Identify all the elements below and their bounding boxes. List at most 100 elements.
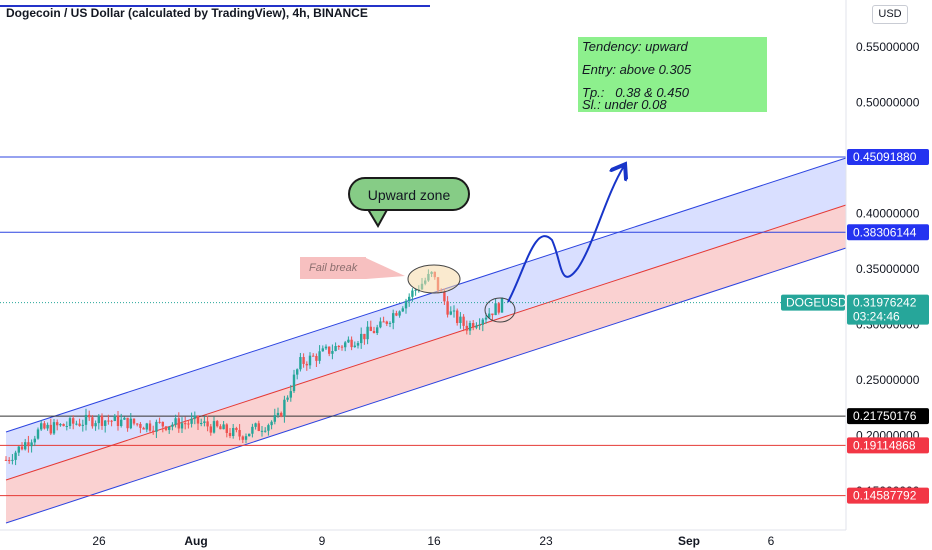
fail-break-label: Fail break [300,257,366,279]
candle-body [97,415,100,424]
chart-drawings [364,166,624,323]
candle-body [126,417,129,429]
candle-body [372,330,376,334]
candle-body [107,420,110,422]
y-tick-label: 0.50000000 [856,96,920,110]
note-entry: Entry: above 0.305 [582,62,692,77]
candle-body [203,421,206,424]
candle-body [84,414,88,425]
candle-body [81,424,84,426]
upward-zone-bubble: Upward zone [348,177,470,211]
candle-body [331,351,334,354]
candle-body [212,421,216,433]
chart-title: Dogecoin / US Dollar (calculated by Trad… [6,6,368,20]
candle-body [40,423,43,430]
y-tick-label: 0.40000000 [856,207,920,221]
candle-body [356,343,360,346]
level-badge [847,408,929,425]
candle-body [305,363,308,366]
candle-body [43,423,46,429]
candle-body [462,316,465,326]
candle-body [161,421,164,427]
candle-body [36,429,40,439]
candle-body [123,417,126,420]
candle-body [273,415,276,422]
candle-body [254,423,257,427]
candle-body [315,356,318,361]
x-tick-label: Sep [678,534,700,548]
candle-body [350,339,353,348]
candle-body [491,313,494,316]
x-tick-label: 26 [92,534,106,548]
candle-body [392,313,395,323]
candle-body [411,290,414,297]
candle-body [302,357,305,364]
candle-body [379,321,382,328]
candle-body [219,426,222,430]
candle-body [110,420,113,422]
x-tick-label: 16 [427,534,441,548]
candle-body [180,423,184,429]
candle-body [24,442,27,450]
candle-body [484,317,488,320]
candle-body [152,430,155,432]
trade-note: Tendency: upward Entry: above 0.305 Tp.:… [578,37,767,112]
candle-body [78,423,81,426]
candle-body [200,423,203,425]
candle-body [404,300,408,309]
candle-body [494,303,497,316]
regression-channel [5,157,847,524]
candle-body [337,346,340,348]
candle-body [120,419,123,427]
currency-button[interactable]: USD [872,5,908,24]
candle-body [414,289,417,291]
candle-body [296,369,299,375]
note-tendency: Tendency: upward [582,39,688,54]
candle-body [481,319,484,325]
note-tp: Tp.: 0.38 & 0.450 [582,85,689,100]
candle-body [27,442,30,447]
level-badge [847,148,929,165]
price-badges: 0.45091880 0.38306144 0.21750176 0.19114868… [781,148,929,504]
candle-body [251,426,254,434]
candle-body [478,324,481,326]
projection-arrow [507,166,624,303]
level-badge-text: 0.19114868 [853,438,916,452]
candle-body [168,426,171,430]
candle-body [62,424,65,427]
candle-body [193,415,196,419]
candle-body [388,322,392,324]
candle-body [174,418,177,425]
candle-body [177,418,180,429]
candle-body [353,345,356,348]
candle-body [500,297,504,313]
candle-body [75,423,78,425]
candle-body [488,313,491,318]
candle-body [104,420,107,426]
candle-body [155,421,158,432]
candle-body [401,308,404,312]
fail-break-ellipse [407,264,461,294]
candle-body [472,323,475,328]
candle-body [14,452,17,460]
time-axis[interactable]: 26 Aug 9 16 23 Sep 6 [92,534,774,548]
candle-body [328,346,331,354]
upper-channel-fill [6,158,846,480]
candle-body [136,423,139,425]
candle-body [142,427,145,430]
candle-body [94,423,97,427]
candle-body [65,425,68,427]
candle-body [235,428,238,431]
candle-body [347,339,350,343]
candle-body [382,321,385,323]
x-tick-label: 23 [539,534,553,548]
candlestick-series [4,269,504,466]
x-tick-label: Aug [184,534,207,548]
candle-body [456,310,459,324]
price-axis[interactable]: 0.550000000.500000000.450000000.40000000… [856,40,920,498]
candle-body [369,326,372,331]
candle-body [292,374,296,392]
note-sl: Sl.: under 0.08 [582,97,667,112]
candle-body [171,424,174,427]
